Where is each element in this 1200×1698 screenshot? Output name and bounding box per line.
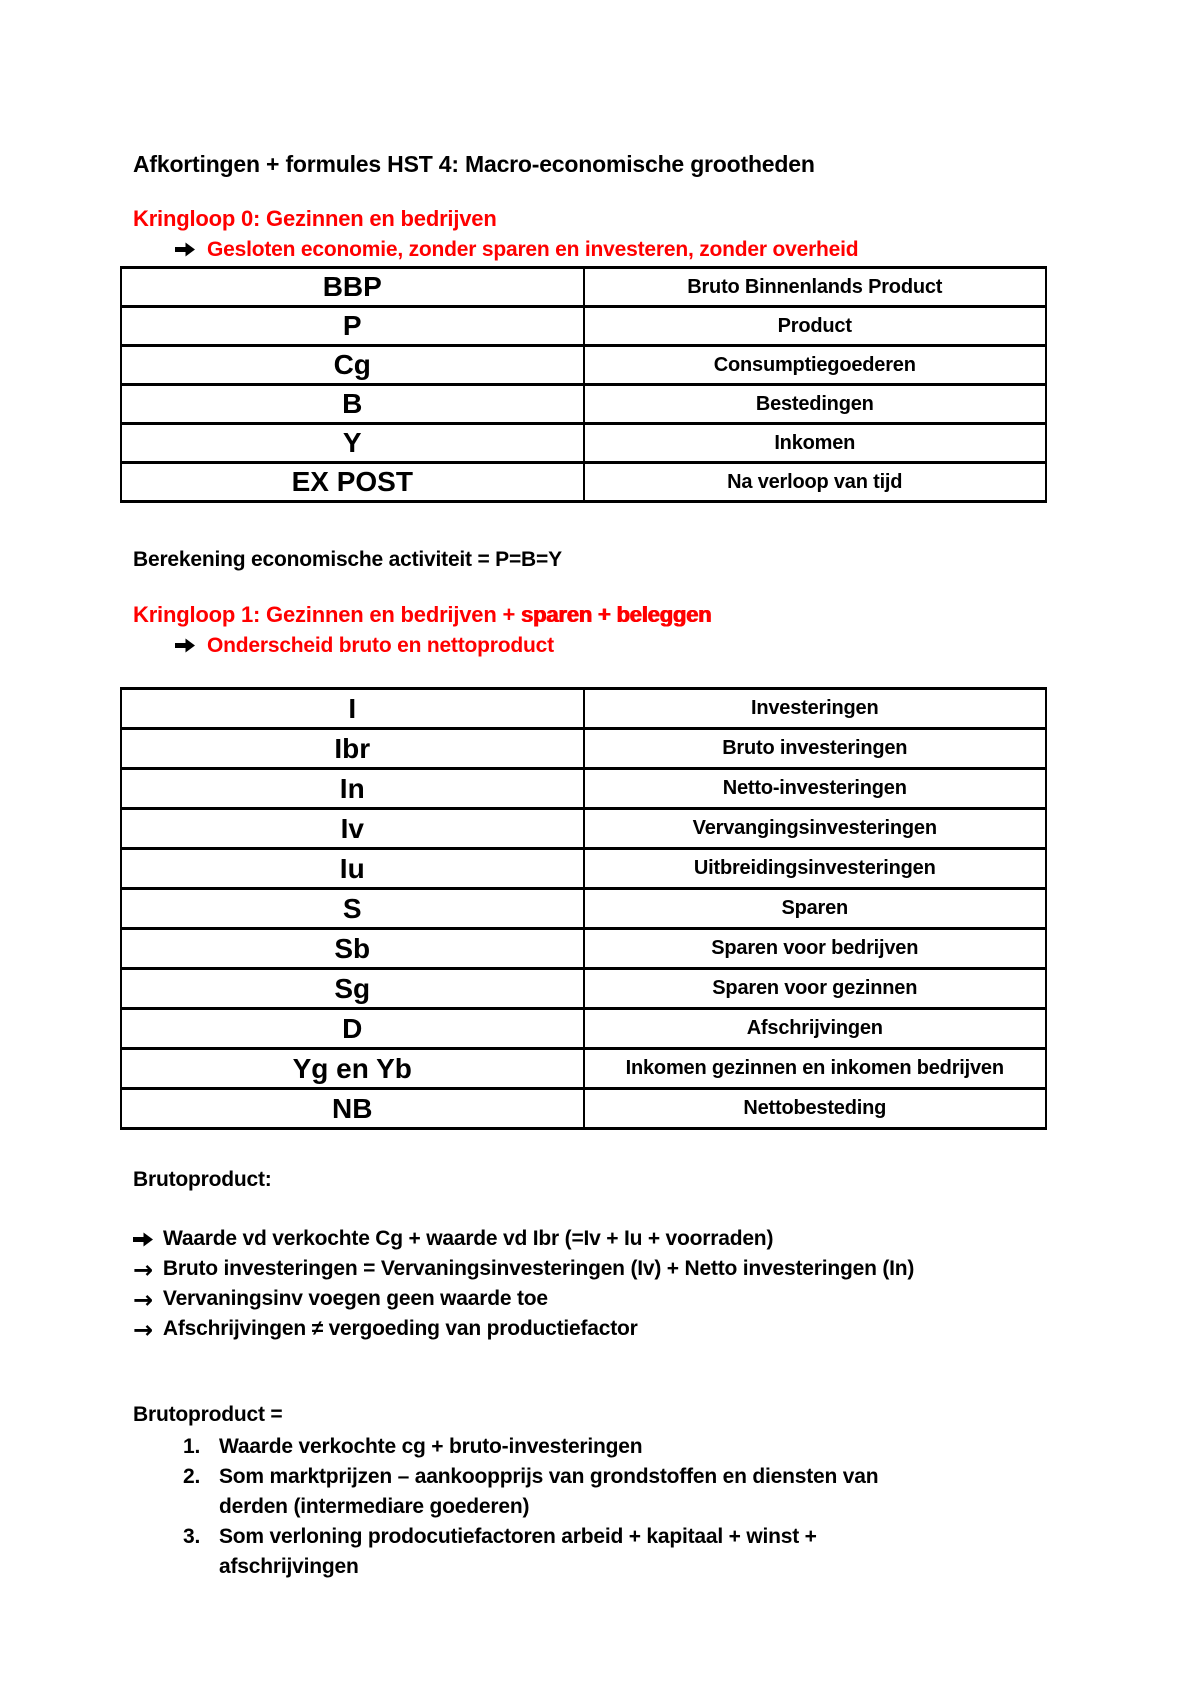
list-item-text: Waarde vd verkochte Cg + waarde vd Ibr (… (163, 1227, 774, 1250)
meaning-cell: Vervangingsinvesteringen (582, 807, 1047, 850)
table-row: S Sparen (120, 887, 1047, 930)
table-row: I Investeringen (120, 687, 1047, 730)
arrow-right-heavy-icon (175, 242, 195, 257)
heading-text: Kringloop 1: Gezinnen en bedrijven + (133, 602, 522, 627)
section-heading-kringloop0: Kringloop 0: Gezinnen en bedrijven (133, 206, 497, 231)
abbr-cell: NB (120, 1087, 585, 1130)
table-row: In Netto-investeringen (120, 767, 1047, 810)
formula-economische-activiteit: Berekening economische activiteit = P=B=… (133, 548, 562, 571)
table-body: BBP Bruto Binnenlands Product P Product Cg… (120, 266, 1047, 503)
numbered-item: Waarde verkochte cg + bruto-investeringe… (183, 1432, 643, 1462)
table-row: BBP Bruto Binnenlands Product (120, 266, 1047, 308)
list-item: → Vervaningsinv voegen geen waarde toe (133, 1284, 1160, 1314)
table-row: Iu Uitbreidingsinvesteringen (120, 847, 1047, 890)
list-item: → Bruto investeringen = Vervaningsinvest… (133, 1254, 1160, 1284)
brutoproduct-heading: Brutoproduct: (133, 1168, 272, 1191)
abbr-cell: S (120, 887, 585, 930)
heading-bold-text: sparen + beleggen (521, 602, 712, 627)
list-item-text: Bruto investeringen = Vervaningsinvester… (162, 1257, 915, 1280)
arrow-right-icon: → (133, 1316, 153, 1344)
meaning-cell: Na verloop van tijd (582, 461, 1047, 503)
meaning-cell: Bruto investeringen (582, 727, 1047, 770)
abbr-cell: B (120, 383, 585, 425)
list-item: → Afschrijvingen ≠ vergoeding van produc… (133, 1314, 1160, 1344)
arrow-right-icon: → (133, 1256, 153, 1284)
bullet-onderscheid: Onderscheid bruto en nettoproduct (175, 633, 1160, 658)
table-row: NB Nettobesteding (120, 1087, 1047, 1130)
list-item: Waarde vd verkochte Cg + waarde vd Ibr (… (133, 1224, 1160, 1254)
abbr-cell: EX POST (120, 461, 585, 503)
meaning-cell: Investeringen (582, 687, 1047, 730)
abbr-cell: P (120, 305, 585, 347)
list-item-text: Afschrijvingen ≠ vergoeding van producti… (162, 1317, 638, 1340)
list-item-text: Vervaningsinv voegen geen waarde toe (162, 1287, 548, 1310)
brutoproduct-formule-heading: Brutoproduct = (133, 1403, 283, 1426)
meaning-cell: Afschrijvingen (582, 1007, 1047, 1050)
bullet-text: Gesloten economie, zonder sparen en inve… (207, 238, 859, 261)
numbered-item: Som marktprijzen – aankoopprijs van gron… (183, 1462, 879, 1518)
table-row: B Bestedingen (120, 383, 1047, 425)
bullet-gesloten-economie: Gesloten economie, zonder sparen en inve… (175, 237, 1160, 262)
meaning-cell: Sparen voor gezinnen (582, 967, 1047, 1010)
document-content: Afkortingen + formules HST 4: Macro-econ… (0, 0, 1200, 1582)
abbr-cell: Iu (120, 847, 585, 890)
abbr-cell: In (120, 767, 585, 810)
abbr-cell: I (120, 687, 585, 730)
table-row: Y Inkomen (120, 422, 1047, 464)
abbr-cell: D (120, 1007, 585, 1050)
meaning-cell: Product (582, 305, 1047, 347)
meaning-cell: Uitbreidingsinvesteringen (582, 847, 1047, 890)
meaning-cell: Sparen voor bedrijven (582, 927, 1047, 970)
meaning-cell: Bruto Binnenlands Product (582, 266, 1047, 308)
abbreviations-table-kringloop1: I Investeringen Ibr Bruto investeringen In… (120, 687, 1047, 1130)
table-row: P Product (120, 305, 1047, 347)
table-row: Ibr Bruto investeringen (120, 727, 1047, 770)
arrow-right-heavy-icon (133, 1232, 153, 1247)
table-row: Sb Sparen voor bedrijven (120, 927, 1047, 970)
abbr-cell: Sb (120, 927, 585, 970)
meaning-cell: Inkomen (582, 422, 1047, 464)
abbreviations-table-kringloop0: BBP Bruto Binnenlands Product P Product Cg… (120, 266, 1047, 503)
table-row: D Afschrijvingen (120, 1007, 1047, 1050)
arrow-right-icon: → (133, 1286, 153, 1314)
meaning-cell: Bestedingen (582, 383, 1047, 425)
section-heading-kringloop1: Kringloop 1: Gezinnen en bedrijven + spa… (133, 602, 1160, 628)
abbr-cell: BBP (120, 266, 585, 308)
meaning-cell: Inkomen gezinnen en inkomen bedrijven (582, 1047, 1047, 1090)
table-row: Sg Sparen voor gezinnen (120, 967, 1047, 1010)
abbr-cell: Iv (120, 807, 585, 850)
page-title: Afkortingen + formules HST 4: Macro-econ… (133, 151, 815, 177)
abbr-cell: Yg en Yb (120, 1047, 585, 1090)
meaning-cell: Consumptiegoederen (582, 344, 1047, 386)
abbr-cell: Cg (120, 344, 585, 386)
abbr-cell: Ibr (120, 727, 585, 770)
meaning-cell: Netto-investeringen (582, 767, 1047, 810)
brutoproduct-numbered-list: Waarde verkochte cg + bruto-investeringe… (183, 1432, 1160, 1582)
numbered-item: Som verloning prodocutiefactoren arbeid … (183, 1522, 817, 1578)
meaning-cell: Nettobesteding (582, 1087, 1047, 1130)
arrow-right-heavy-icon (175, 638, 195, 653)
table-row: Cg Consumptiegoederen (120, 344, 1047, 386)
table-row: EX POST Na verloop van tijd (120, 461, 1047, 503)
abbr-cell: Sg (120, 967, 585, 1010)
bullet-text: Onderscheid bruto en nettoproduct (207, 634, 554, 657)
abbr-cell: Y (120, 422, 585, 464)
meaning-cell: Sparen (582, 887, 1047, 930)
brutoproduct-bullet-list: Waarde vd verkochte Cg + waarde vd Ibr (… (133, 1224, 1160, 1344)
table-row: Yg en Yb Inkomen gezinnen en inkomen bedr… (120, 1047, 1047, 1090)
table-row: Iv Vervangingsinvesteringen (120, 807, 1047, 850)
table-body: I Investeringen Ibr Bruto investeringen In… (120, 687, 1047, 1130)
